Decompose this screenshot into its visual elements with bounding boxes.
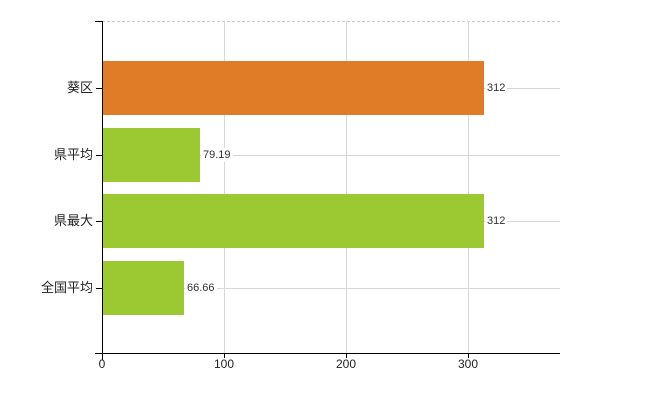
x-tick-label: 200 [335, 357, 357, 371]
x-tick-label: 300 [457, 357, 479, 371]
y-axis-line [102, 21, 103, 360]
x-axis-tick [346, 354, 347, 358]
y-gridline [102, 155, 560, 156]
x-tick-label: 100 [213, 357, 235, 371]
x-tick-label: 0 [98, 357, 106, 371]
y-axis-tick [96, 88, 102, 89]
x-gridline-100 [224, 21, 225, 353]
y-axis-tick [96, 155, 102, 156]
x-gridline-300 [468, 21, 469, 353]
bar-value-label: 66.66 [185, 281, 217, 295]
bar [103, 61, 484, 115]
y-axis-tick [96, 288, 102, 289]
x-axis-line [95, 353, 560, 354]
bar [103, 194, 484, 248]
category-label: 県最大 [53, 213, 93, 228]
y-axis-tick [96, 221, 102, 222]
x-gridline-200 [346, 21, 347, 353]
bar-value-label: 312 [485, 81, 508, 95]
y-gridline [102, 288, 560, 289]
category-label: 全国平均 [40, 280, 93, 295]
category-label: 葵区 [66, 80, 93, 95]
y-axis-top-tick [95, 21, 102, 22]
bar-value-label: 312 [485, 214, 508, 228]
bar [103, 128, 200, 182]
category-label: 県平均 [53, 147, 93, 162]
bar-value-label: 79.19 [201, 148, 233, 162]
bar [103, 261, 184, 315]
x-axis-tick [468, 354, 469, 358]
plot-top-border [102, 21, 560, 22]
x-axis-tick [224, 354, 225, 358]
